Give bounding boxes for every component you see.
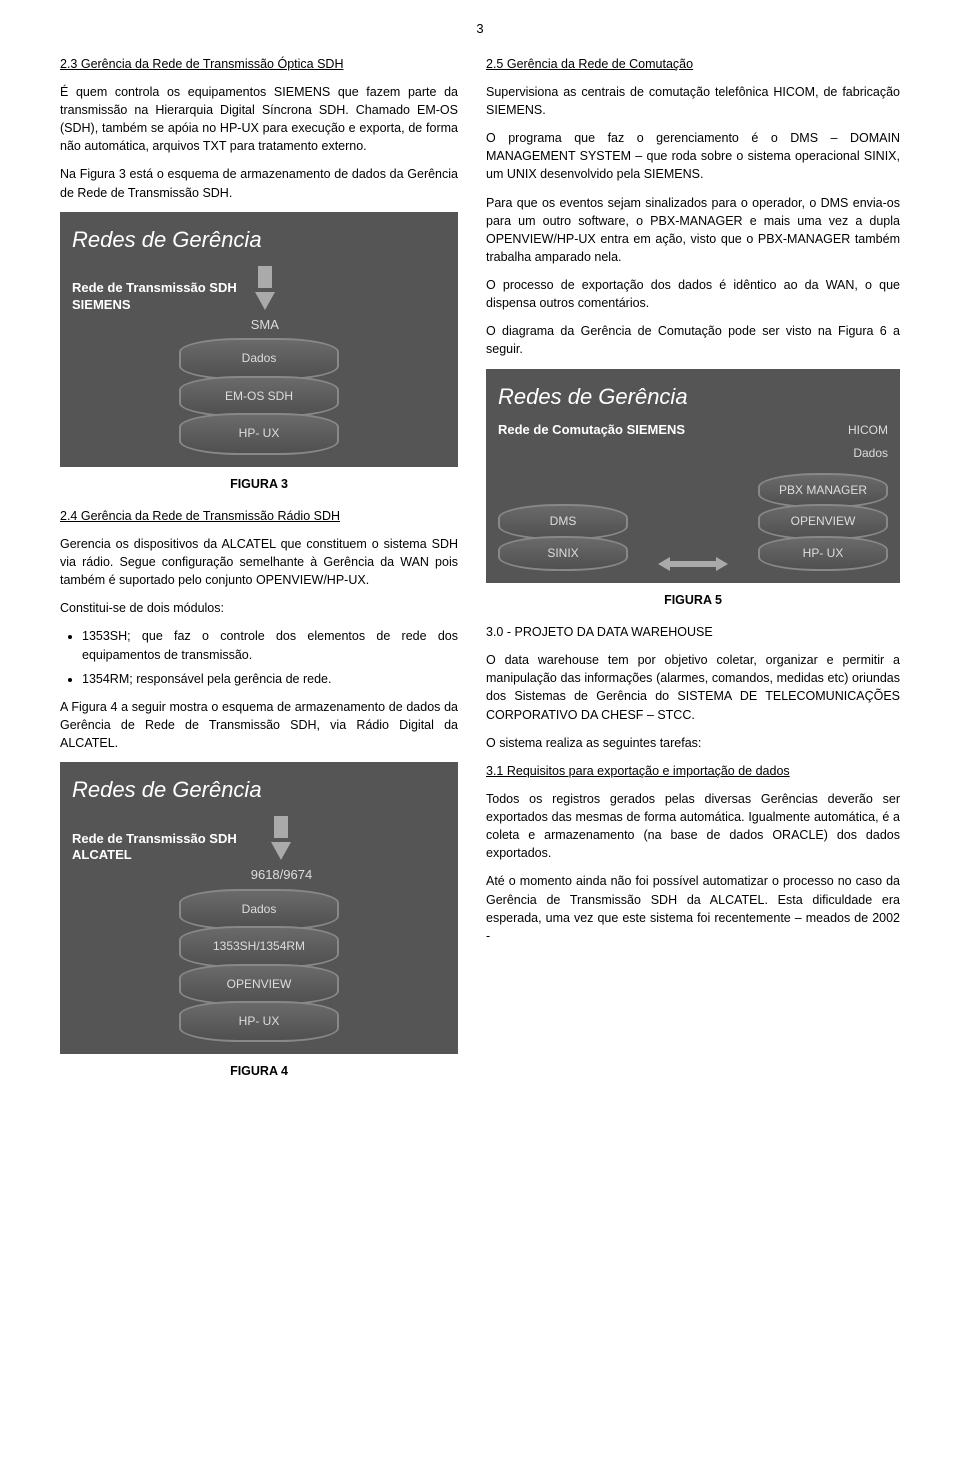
fig3-subtitle: Rede de Transmissão SDH SIEMENS: [72, 280, 237, 314]
fig5-stacks: DMS SINIX PBX MANAGER OPENVIEW HP- UX: [498, 469, 888, 571]
fig5-hicom-label: HICOM: [848, 422, 888, 439]
fig4-stack: Dados 1353SH/1354RM OPENVIEW HP- UX: [72, 893, 446, 1043]
fig3-caption: FIGURA 3: [60, 475, 458, 493]
heading-3-1: 3.1 Requisitos para exportação e importa…: [486, 762, 900, 780]
fig4-layer-0: Dados: [179, 889, 339, 930]
fig5-left-0: DMS: [498, 504, 628, 539]
fig5-right-stack: PBX MANAGER OPENVIEW HP- UX: [758, 477, 888, 571]
para-2-3-1: É quem controla os equipamentos SIEMENS …: [60, 83, 458, 156]
para-3-0-2: O sistema realiza as seguintes tarefas:: [486, 734, 900, 752]
para-2-4-1: Gerencia os dispositivos da ALCATEL que …: [60, 535, 458, 589]
fig5-subtitle: Rede de Comutação SIEMENS: [498, 422, 685, 439]
fig4-layer-3: HP- UX: [179, 1001, 339, 1042]
heading-2-5: 2.5 Gerência da Rede de Comutação: [486, 55, 900, 73]
heading-2-3: 2.3 Gerência da Rede de Transmissão Ópti…: [60, 55, 458, 73]
bullet-list-2-4: 1353SH; que faz o controle dos elementos…: [60, 627, 458, 687]
fig5-left-stack: DMS SINIX: [498, 508, 628, 571]
figure-4: Redes de Gerência Rede de Transmissão SD…: [60, 762, 458, 1054]
para-3-1-1: Todos os registros gerados pelas diversa…: [486, 790, 900, 863]
fig4-layer-1: 1353SH/1354RM: [179, 926, 339, 967]
fig5-title: Redes de Gerência: [498, 381, 888, 413]
fig5-dados-label: Dados: [498, 445, 888, 462]
fig3-layer-1: EM-OS SDH: [179, 376, 339, 417]
list-item: 1353SH; que faz o controle dos elementos…: [82, 627, 458, 663]
fig5-right-2: HP- UX: [758, 536, 888, 571]
figure-5: Redes de Gerência Rede de Comutação SIEM…: [486, 369, 900, 583]
para-2-5-1: Supervisiona as centrais de comutação te…: [486, 83, 900, 119]
para-2-3-2: Na Figura 3 está o esquema de armazename…: [60, 165, 458, 201]
two-column-layout: 2.3 Gerência da Rede de Transmissão Ópti…: [60, 55, 900, 1095]
fig5-double-arrow-icon: [658, 557, 728, 571]
right-column: 2.5 Gerência da Rede de Comutação Superv…: [486, 55, 900, 1095]
left-column: 2.3 Gerência da Rede de Transmissão Ópti…: [60, 55, 458, 1095]
fig3-title: Redes de Gerência: [72, 224, 446, 256]
heading-2-4: 2.4 Gerência da Rede de Transmissão Rádi…: [60, 507, 458, 525]
para-2-4-3: A Figura 4 a seguir mostra o esquema de …: [60, 698, 458, 752]
fig3-stack: Dados EM-OS SDH HP- UX: [72, 342, 446, 454]
fig5-caption: FIGURA 5: [486, 591, 900, 609]
fig4-caption: FIGURA 4: [60, 1062, 458, 1080]
page-number: 3: [60, 20, 900, 39]
fig5-right-0: PBX MANAGER: [758, 473, 888, 508]
fig4-arrow-label: 9618/9674: [251, 866, 312, 885]
para-2-5-3: Para que os eventos sejam sinalizados pa…: [486, 194, 900, 267]
fig3-arrow-label: SMA: [251, 316, 279, 335]
fig3-layer-0: Dados: [179, 338, 339, 379]
para-2-5-5: O diagrama da Gerência de Comutação pode…: [486, 322, 900, 358]
fig5-right-1: OPENVIEW: [758, 504, 888, 539]
fig4-layer-2: OPENVIEW: [179, 964, 339, 1005]
para-2-5-4: O processo de exportação dos dados é idê…: [486, 276, 900, 312]
para-3-1-2: Até o momento ainda não foi possível aut…: [486, 872, 900, 945]
para-2-5-2: O programa que faz o gerenciamento é o D…: [486, 129, 900, 183]
fig3-arrow: SMA: [251, 266, 279, 335]
fig5-left-1: SINIX: [498, 536, 628, 571]
fig4-subtitle: Rede de Transmissão SDH ALCATEL: [72, 831, 237, 865]
fig4-arrow: 9618/9674: [251, 816, 312, 885]
figure-3: Redes de Gerência Rede de Transmissão SD…: [60, 212, 458, 467]
fig3-layer-2: HP- UX: [179, 413, 339, 454]
list-item: 1354RM; responsável pela gerência de red…: [82, 670, 458, 688]
heading-3-0: 3.0 - PROJETO DA DATA WAREHOUSE: [486, 623, 900, 641]
para-3-0-1: O data warehouse tem por objetivo coleta…: [486, 651, 900, 724]
fig4-title: Redes de Gerência: [72, 774, 446, 806]
para-2-4-2: Constitui-se de dois módulos:: [60, 599, 458, 617]
